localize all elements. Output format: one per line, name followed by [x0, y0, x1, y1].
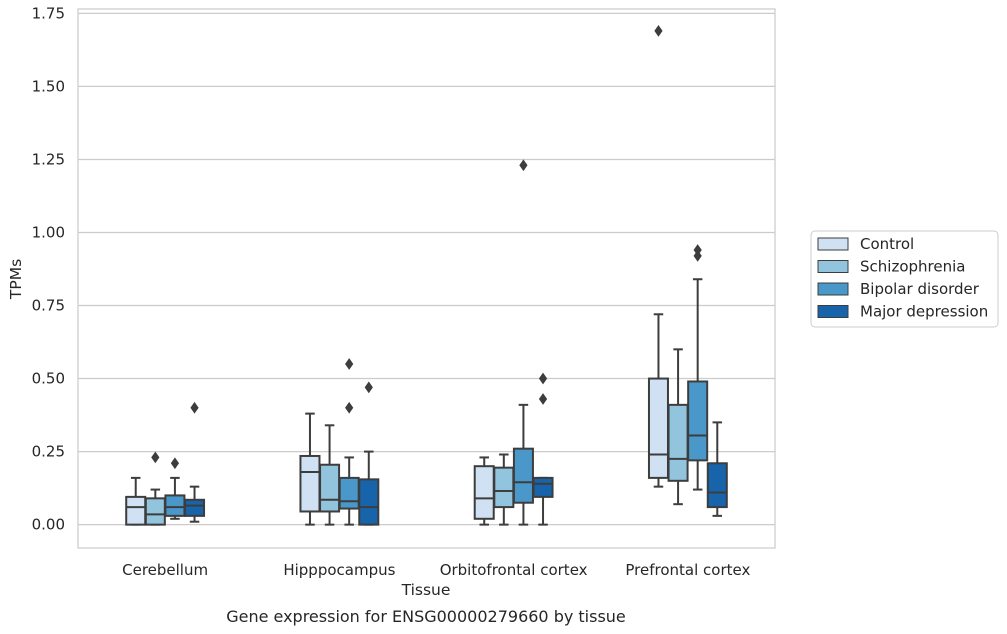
outlier-point: [170, 457, 180, 470]
box-bipolar-disorder: [338, 358, 360, 526]
legend-label: Schizophrenia: [860, 258, 965, 276]
outlier-point: [345, 358, 354, 370]
y-tick-label: 1.25: [32, 150, 65, 168]
legend-swatch: [817, 237, 849, 251]
box-body: [532, 476, 554, 498]
x-tick-labels: Cerebellum Hipppocampus Orbitofrontal cort…: [122, 561, 750, 579]
x-tick-label: Cerebellum: [122, 561, 208, 579]
box-bipolar-disorder: [512, 159, 534, 526]
legend-item: Bipolar disorder: [817, 280, 980, 298]
box-control: [647, 25, 669, 488]
box-control: [125, 476, 147, 526]
y-tick-label: 1.00: [32, 223, 65, 241]
outlier-point: [693, 244, 702, 256]
legend: Control Schizophrenia Bipolar disorder Majo…: [810, 230, 999, 328]
outlier-point: [190, 401, 199, 414]
box-control: [473, 456, 495, 526]
legend-swatch: [817, 305, 849, 318]
box-schizophrenia: [667, 348, 689, 506]
box-body: [184, 498, 206, 517]
box-body: [473, 465, 495, 520]
x-tick-label: Prefrontal cortex: [625, 561, 750, 579]
box-schizophrenia: [319, 424, 341, 526]
y-tick-label: 0.50: [32, 370, 65, 388]
legend-swatch: [817, 282, 849, 296]
box-control: [299, 412, 321, 526]
outlier-point: [538, 372, 548, 385]
legend-label: Control: [860, 235, 914, 253]
box-bipolar-disorder: [164, 457, 186, 520]
x-tick-label: Orbitofrontal cortex: [440, 561, 588, 579]
box-body: [493, 466, 515, 509]
box-body: [164, 494, 186, 517]
outlier-point: [151, 451, 160, 464]
grid-lines: [78, 12, 775, 526]
box-body: [512, 447, 534, 504]
box-body: [338, 476, 360, 510]
box-major-depression: [184, 401, 206, 523]
legend-swatch: [817, 260, 849, 273]
outlier-point: [654, 25, 663, 37]
y-axis-title: TPMs: [7, 259, 25, 300]
legend-item: Schizophrenia: [817, 258, 965, 276]
plot-frame: [77, 8, 776, 549]
legend-label: Bipolar disorder: [860, 280, 980, 298]
outlier-point: [364, 381, 373, 394]
x-axis-title: Tissue: [401, 581, 451, 599]
y-tick-label: 0.75: [32, 297, 65, 315]
box-body: [647, 377, 669, 479]
box-body: [144, 497, 166, 526]
chart-caption: Gene expression for ENSG00000279660 by t…: [226, 607, 626, 626]
y-tick-label: 0.00: [32, 516, 65, 534]
box-major-depression: [358, 381, 380, 526]
y-tick-labels: 0.00 0.25 0.50 0.75 1.00 1.25 1.50 1.75: [32, 4, 65, 533]
x-tick-label: Hipppocampus: [283, 561, 395, 579]
box-body: [299, 454, 321, 513]
box-body: [319, 463, 341, 513]
box-schizophrenia: [144, 451, 166, 526]
box-groups: [125, 25, 728, 526]
box-body: [358, 478, 380, 526]
outlier-point: [345, 401, 354, 414]
box-bipolar-disorder: [687, 244, 709, 491]
box-body: [125, 495, 147, 526]
box-body: [706, 462, 728, 509]
box-major-depression: [706, 421, 728, 517]
legend-item: Control: [817, 235, 914, 253]
y-tick-label: 0.25: [32, 443, 65, 461]
y-tick-label: 1.50: [32, 77, 65, 95]
outlier-point: [538, 393, 548, 405]
box-body: [667, 403, 689, 482]
legend-item: Major depression: [817, 303, 988, 321]
outlier-point: [519, 159, 528, 172]
box-schizophrenia: [493, 453, 515, 526]
y-tick-label: 1.75: [32, 4, 65, 22]
legend-label: Major depression: [860, 303, 988, 321]
box-major-depression: [532, 372, 554, 526]
legend-frame: [810, 230, 999, 328]
box-body: [687, 380, 709, 462]
